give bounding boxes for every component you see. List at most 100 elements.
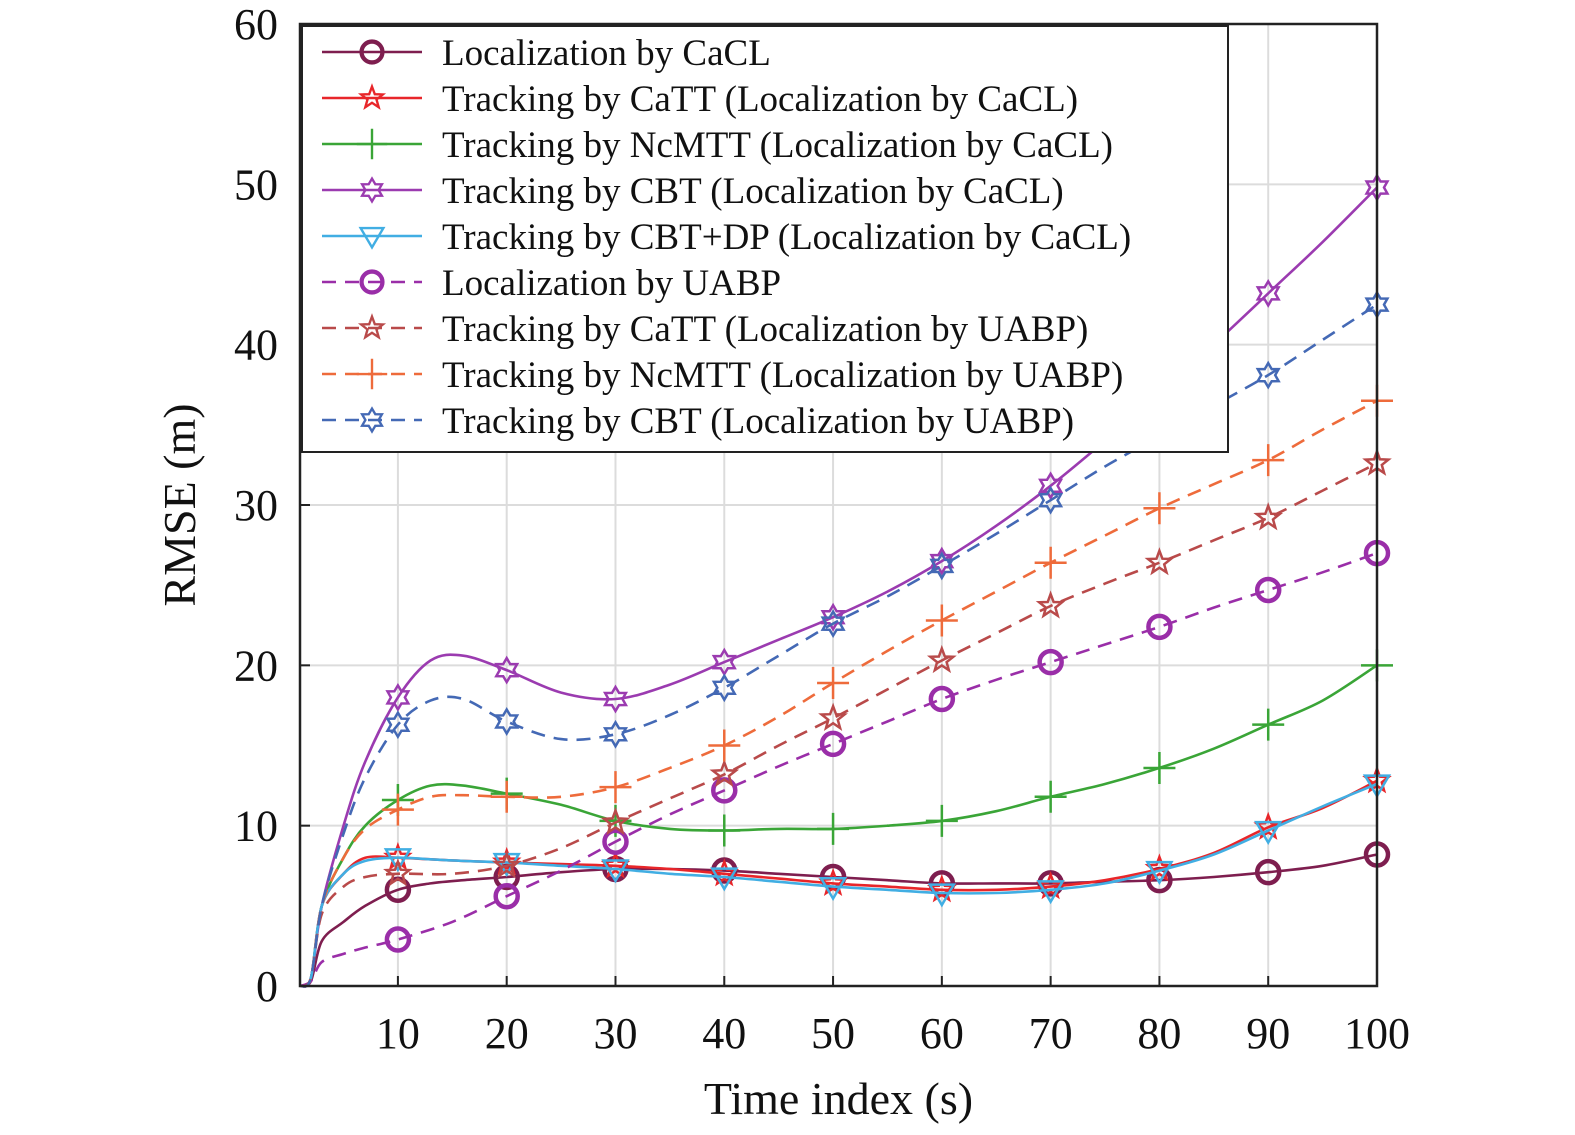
data-point-marker (602, 828, 629, 855)
series-6 (299, 447, 1392, 988)
data-point-marker (925, 604, 958, 637)
data-point-marker (1146, 613, 1173, 641)
series-line (299, 551, 1378, 988)
data-point-marker (600, 850, 631, 879)
series-0 (299, 841, 1391, 988)
data-point-marker (1253, 811, 1284, 840)
data-point-marker (927, 883, 957, 908)
y-tick-label: 0 (256, 962, 278, 1011)
legend-item: Localization by UABP (322, 263, 781, 304)
data-point-marker (709, 858, 740, 887)
legend-label: Localization by UABP (442, 263, 781, 304)
data-point-marker (599, 771, 632, 804)
data-point-marker (383, 848, 413, 873)
legend-marker (358, 226, 386, 250)
data-point-marker (711, 673, 737, 703)
legend-label: Tracking by CBT+DP (Localization by CaCL… (442, 217, 1131, 258)
legend-marker (360, 406, 384, 434)
data-point-marker (1254, 820, 1283, 845)
data-point-marker (1035, 590, 1066, 619)
legend-label: Tracking by NcMTT (Localization by UABP) (442, 355, 1123, 396)
legend-item: Tracking by NcMTT (Localization by CaCL) (322, 125, 1113, 166)
data-point-marker (708, 814, 741, 847)
x-axis-title: Time index (s) (704, 1073, 973, 1124)
legend: Localization by CaCL Tracking by CaTT (Lo… (301, 25, 1229, 453)
data-point-marker (708, 729, 741, 762)
data-point-marker (818, 876, 848, 902)
series-line (299, 779, 1378, 988)
legend-item: Tracking by CBT (Localization by UABP) (322, 401, 1074, 442)
data-point-marker (1143, 751, 1176, 784)
data-point-marker (1255, 278, 1281, 308)
tick-labels: 10 20 30 40 50 60 70 80 90 100 0 10 20 30 40 50 60 (234, 0, 1410, 1058)
x-tick-label: 20 (485, 1009, 529, 1058)
data-point-marker (385, 682, 411, 712)
data-point-marker (1252, 708, 1285, 741)
data-point-marker (385, 710, 411, 740)
legend-item: Tracking by CBT (Localization by CaCL) (322, 171, 1064, 212)
legend-item: Tracking by CaTT (Localization by UABP) (322, 309, 1088, 350)
legend-marker (359, 39, 385, 65)
legend-marker (356, 358, 388, 390)
data-point-marker (1254, 576, 1282, 604)
data-point-marker (1034, 546, 1067, 579)
x-tick-label: 100 (1344, 1009, 1410, 1058)
data-point-marker (817, 666, 850, 699)
legend-box (301, 25, 1229, 453)
x-tick-label: 40 (702, 1009, 746, 1058)
y-axis-title: RMSE (m) (154, 403, 205, 606)
data-point-marker (493, 882, 520, 910)
data-point-marker (818, 867, 848, 897)
x-tick-label: 50 (811, 1009, 855, 1058)
data-point-marker (818, 702, 848, 731)
data-point-marker (384, 926, 412, 953)
legend-marker (357, 83, 387, 110)
series-line (299, 399, 1378, 988)
data-point-marker (490, 780, 523, 813)
data-point-marker (1253, 502, 1284, 531)
legend-label: Localization by CaCL (442, 33, 771, 74)
data-point-marker (1254, 858, 1282, 886)
data-point-marker (819, 730, 847, 758)
data-point-marker (925, 804, 958, 837)
data-point-marker (1252, 444, 1285, 477)
legend-label: Tracking by NcMTT (Localization by CaCL) (442, 125, 1113, 166)
data-point-marker (709, 758, 740, 788)
series-line (299, 782, 1378, 988)
y-tick-label: 20 (234, 641, 278, 690)
data-point-marker (929, 551, 955, 581)
x-tick-label: 70 (1029, 1009, 1073, 1058)
data-point-marker (926, 644, 957, 674)
x-tick-label: 10 (376, 1009, 420, 1058)
x-tick-label: 30 (593, 1009, 637, 1058)
y-tick-label: 50 (234, 160, 278, 209)
data-point-marker (820, 609, 846, 639)
y-tick-label: 30 (234, 481, 278, 530)
data-point-marker (494, 655, 520, 685)
legend-item: Tracking by CBT+DP (Localization by CaCL… (322, 217, 1131, 258)
data-point-marker (1255, 360, 1281, 390)
series-5 (299, 539, 1391, 988)
series-7 (299, 384, 1393, 988)
data-point-marker (491, 850, 522, 879)
data-point-marker (1145, 860, 1174, 886)
data-point-marker (928, 685, 956, 713)
data-point-marker (602, 719, 629, 749)
data-point-marker (1144, 547, 1175, 576)
data-point-marker (381, 793, 414, 826)
data-point-marker (710, 867, 739, 892)
data-point-marker (1036, 880, 1065, 905)
x-tick-label: 80 (1137, 1009, 1181, 1058)
data-point-marker (383, 858, 413, 887)
x-tick-label: 90 (1246, 1009, 1290, 1058)
legend-label: Tracking by CaTT (Localization by UABP) (442, 309, 1088, 350)
series-2 (299, 649, 1393, 988)
y-tick-label: 10 (234, 802, 278, 851)
legend-marker (360, 176, 384, 204)
data-point-marker (1035, 871, 1066, 900)
data-point-marker (817, 812, 850, 845)
y-tick-label: 60 (234, 0, 278, 49)
legend-label: Tracking by CBT (Localization by CaCL) (442, 171, 1064, 212)
data-point-marker (600, 806, 631, 836)
